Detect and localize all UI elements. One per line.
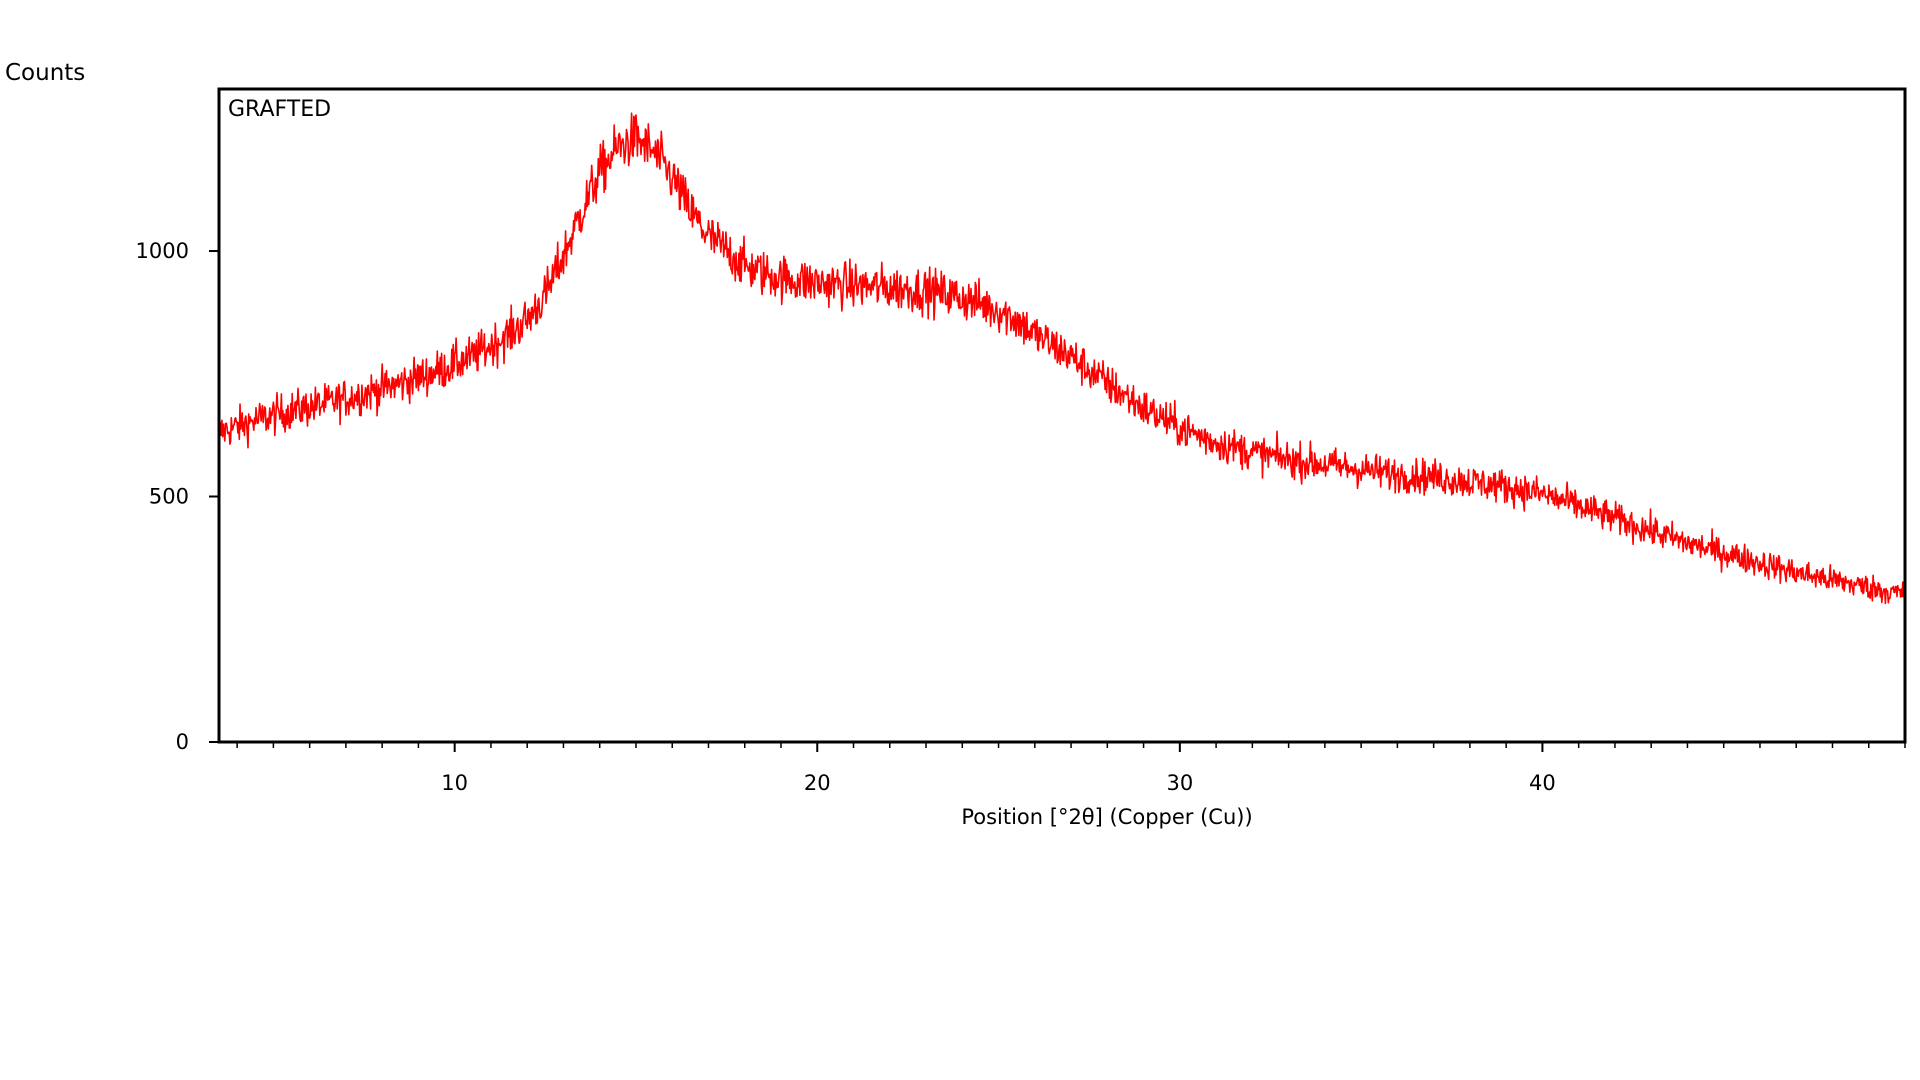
y-tick-label: 500 [149, 485, 189, 509]
x-tick-label: 20 [804, 771, 831, 795]
panel-label: GRAFTED [228, 97, 331, 122]
x-tick-label: 40 [1529, 771, 1556, 795]
x-tick-label: 10 [441, 771, 468, 795]
plot-frame [217, 87, 1907, 744]
y-tick-label: 1000 [136, 239, 189, 263]
x-axis-ticks: 10 20 30 40 [236, 742, 1906, 795]
series-group [218, 112, 1906, 605]
y-axis-label: Counts [5, 60, 85, 86]
y-axis-ticks: 0 500 1000 [136, 239, 219, 754]
x-axis-label: Position [°2θ] (Copper (Cu)) [961, 805, 1252, 829]
y-tick-label: 0 [176, 730, 189, 754]
series-line [218, 112, 1906, 605]
x-tick-label: 30 [1166, 771, 1193, 795]
